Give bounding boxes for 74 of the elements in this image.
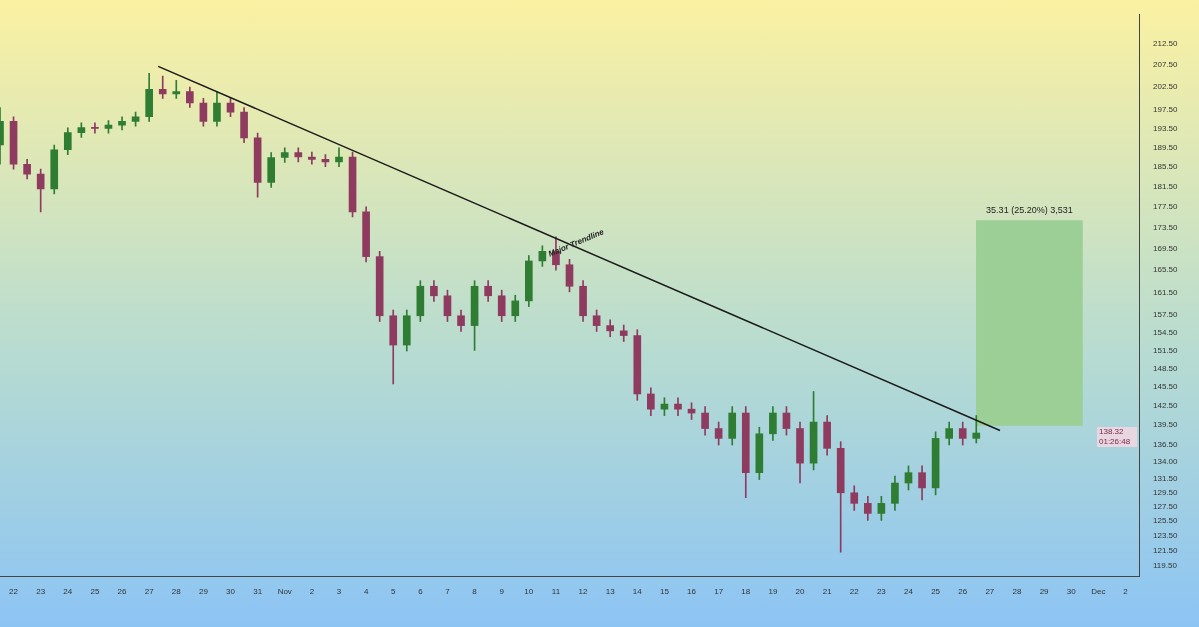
x-tick-label: 26 bbox=[958, 587, 968, 597]
x-tick-label: 7 bbox=[445, 587, 451, 597]
x-tick-label: 18 bbox=[741, 587, 751, 597]
y-tick-label: 148.50 bbox=[1153, 363, 1179, 373]
y-tick-label: 177.50 bbox=[1153, 201, 1179, 211]
x-tick-label: 8 bbox=[472, 587, 478, 597]
x-tick-label: 29 bbox=[1039, 587, 1050, 597]
x-tick-label: 23 bbox=[876, 587, 887, 597]
y-tick-label: 161.50 bbox=[1153, 287, 1179, 297]
x-tick-label: 24 bbox=[904, 587, 914, 597]
annotation: 01:26:48 bbox=[1099, 437, 1131, 447]
x-tick-label: 28 bbox=[1012, 587, 1022, 597]
x-tick-label: 26 bbox=[117, 587, 128, 597]
x-tick-label: 29 bbox=[198, 587, 209, 597]
y-tick-label: 157.50 bbox=[1153, 310, 1179, 320]
x-tick-label: 21 bbox=[822, 587, 833, 597]
y-tick-label: 145.50 bbox=[1153, 382, 1179, 392]
x-tick-label: 13 bbox=[605, 587, 616, 597]
annotation: 138.32 bbox=[1099, 427, 1125, 437]
x-tick-label: 22 bbox=[9, 587, 19, 597]
y-tick-label: 125.50 bbox=[1153, 516, 1179, 526]
x-tick-label: 22 bbox=[849, 587, 860, 597]
x-tick-label: 5 bbox=[391, 587, 396, 597]
x-tick-label: 27 bbox=[144, 587, 155, 597]
x-tick-label: 28 bbox=[171, 587, 182, 597]
x-tick-label: 30 bbox=[1066, 587, 1077, 597]
x-tick-label: Nov bbox=[277, 587, 292, 597]
x-tick-label: 6 bbox=[418, 587, 424, 597]
x-tick-label: Dec bbox=[1091, 587, 1106, 597]
x-tick-label: 30 bbox=[226, 587, 236, 597]
x-tick-label: 20 bbox=[795, 587, 806, 597]
x-tick-label: 16 bbox=[687, 587, 697, 597]
annotation: 35.31 (25.20%) 3,531 bbox=[986, 205, 1073, 216]
x-tick-label: 24 bbox=[63, 587, 73, 597]
y-tick-label: 202.50 bbox=[1153, 82, 1179, 92]
y-tick-label: 134.00 bbox=[1153, 457, 1179, 466]
x-tick-label: 2 bbox=[1123, 587, 1129, 597]
x-tick-label: 31 bbox=[253, 587, 263, 597]
y-tick-label: 123.50 bbox=[1153, 531, 1179, 541]
y-tick-label: 165.50 bbox=[1153, 265, 1179, 275]
y-tick-label: 129.50 bbox=[1153, 487, 1179, 497]
x-tick-label: 23 bbox=[36, 587, 46, 597]
y-tick-label: 142.50 bbox=[1153, 401, 1179, 411]
y-tick-label: 212.50 bbox=[1153, 38, 1179, 48]
x-tick-label: 27 bbox=[985, 587, 995, 597]
x-tick-label: 15 bbox=[659, 587, 670, 597]
y-tick-label: 127.50 bbox=[1153, 502, 1179, 512]
y-tick-label: 169.50 bbox=[1153, 243, 1179, 253]
y-tick-label: 197.50 bbox=[1153, 105, 1179, 115]
x-tick-label: 2 bbox=[309, 587, 315, 597]
y-tick-label: 189.50 bbox=[1153, 142, 1179, 152]
x-tick-label: 25 bbox=[931, 587, 941, 597]
x-tick-label: 11 bbox=[551, 587, 561, 597]
y-tick-label: 131.50 bbox=[1153, 474, 1179, 484]
y-tick-label: 121.50 bbox=[1153, 545, 1179, 555]
x-tick-label: 19 bbox=[768, 587, 778, 597]
y-tick-label: 139.50 bbox=[1153, 420, 1179, 430]
x-tick-label: 10 bbox=[524, 587, 534, 597]
y-tick-label: 173.50 bbox=[1153, 222, 1179, 232]
x-tick-label: 4 bbox=[363, 587, 369, 597]
y-tick-label: 181.50 bbox=[1153, 181, 1179, 191]
y-tick-label: 185.50 bbox=[1153, 161, 1179, 171]
x-tick-label: 12 bbox=[578, 587, 589, 597]
y-tick-label: 207.50 bbox=[1153, 60, 1179, 70]
y-tick-label: 193.50 bbox=[1153, 123, 1179, 133]
x-tick-label: 25 bbox=[90, 587, 100, 597]
y-tick-label: 154.50 bbox=[1153, 327, 1179, 337]
x-tick-label: 3 bbox=[336, 587, 342, 597]
x-tick-label: 14 bbox=[632, 587, 643, 597]
x-tick-label: 17 bbox=[714, 587, 724, 597]
y-tick-label: 151.50 bbox=[1153, 345, 1179, 355]
y-tick-label: 136.50 bbox=[1153, 440, 1179, 450]
y-tick-label: 119.50 bbox=[1153, 560, 1178, 570]
x-tick-label: 9 bbox=[499, 587, 505, 597]
